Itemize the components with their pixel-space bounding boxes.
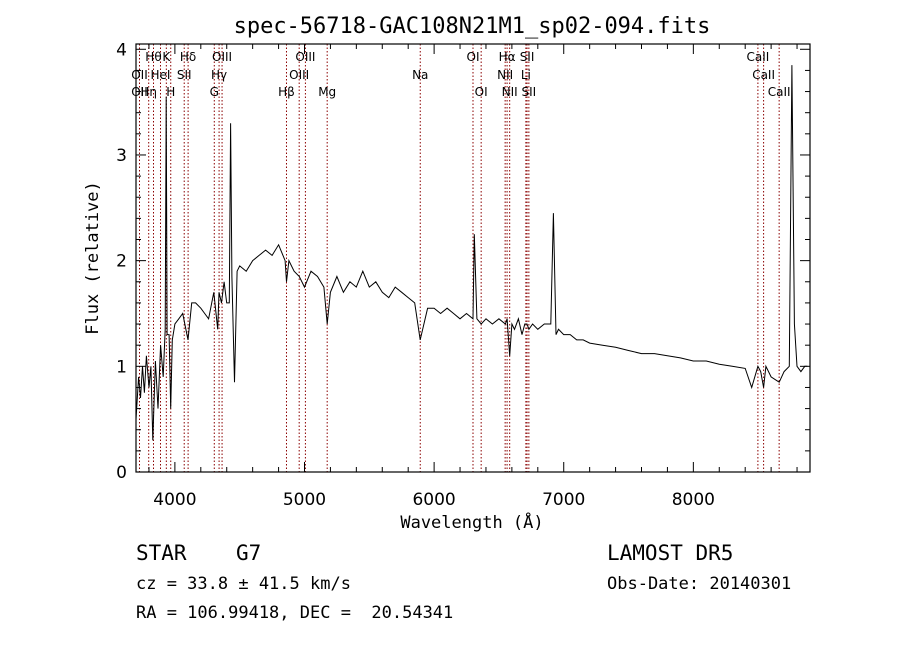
spectral-line-label: Na (412, 68, 428, 82)
spectral-line-label: Hδ (180, 50, 196, 64)
redshift-line: cz = 33.8 ± 41.5 km/s (136, 574, 351, 594)
spectral-line-label: Hβ (278, 85, 295, 99)
y-tick-label: 2 (116, 252, 127, 272)
plot-frame (135, 43, 811, 473)
spectral-line-label: Li (521, 68, 531, 82)
spectral-line-label: CaII (752, 68, 775, 82)
y-axis-label: Flux (relative) (83, 181, 103, 335)
spectral-line-label: OIII (289, 68, 309, 82)
spectral-line-label: OII (131, 68, 148, 82)
x-tick-label: 6000 (412, 490, 455, 510)
y-tick-label: 0 (116, 463, 127, 483)
spectral-line-label: G (210, 85, 219, 99)
spectral-line-label: SII (520, 50, 535, 64)
y-tick-label: 3 (116, 146, 127, 166)
spectral-line-label: OIII (212, 50, 232, 64)
spectral-line-label: SII (177, 68, 192, 82)
observation-date: Obs-Date: 20140301 (607, 574, 792, 594)
x-axis-ticks: 4000 5000 6000 7000 8000 (148, 44, 798, 510)
spectral-line-label: CaII (746, 50, 769, 64)
survey-name: LAMOST DR5 (607, 541, 734, 565)
spectral-line-label: OI (475, 85, 488, 99)
spectral-line-label: NII (502, 85, 518, 99)
y-tick-label: 1 (116, 357, 127, 377)
spectral-line-label: SII (522, 85, 537, 99)
spectral-line-labels: OIIOIIHηHθHeIKHSIIHδGHγOIIIHβOIIIOIIIMgN… (131, 50, 790, 99)
x-tick-label: 7000 (542, 490, 585, 510)
spectral-line-label: CaII (768, 85, 791, 99)
spectral-line-label: Mg (318, 85, 336, 99)
spectral-line-label: Hη (140, 85, 157, 99)
x-tick-label: 4000 (153, 490, 196, 510)
object-class: STAR (136, 541, 187, 565)
spectral-line-markers (138, 44, 780, 472)
spectral-line-label: OI (467, 50, 480, 64)
spectral-line-label: Hθ (145, 50, 161, 64)
x-tick-label: 5000 (283, 490, 326, 510)
spectral-line-label: K (162, 50, 171, 64)
object-subclass: G7 (236, 541, 262, 565)
x-axis-label: Wavelength (Å) (400, 511, 543, 533)
spectral-line-label: H (166, 85, 175, 99)
spectral-line-label: NII (497, 68, 513, 82)
y-tick-label: 4 (116, 40, 127, 60)
chart-title: spec-56718-GAC108N21M1_sp02-094.fits (234, 14, 711, 39)
spectral-line-label: Hα (499, 50, 516, 64)
spectral-line-label: HeI (151, 68, 171, 82)
spectral-line-label: OIII (295, 50, 315, 64)
y-axis-ticks: 0 1 2 3 4 (116, 40, 810, 483)
coordinates-line: RA = 106.99418, DEC = 20.54341 (136, 603, 454, 623)
spectral-line-label: Hγ (211, 68, 227, 82)
spectrum-line (135, 65, 808, 441)
x-tick-label: 8000 (672, 490, 715, 510)
